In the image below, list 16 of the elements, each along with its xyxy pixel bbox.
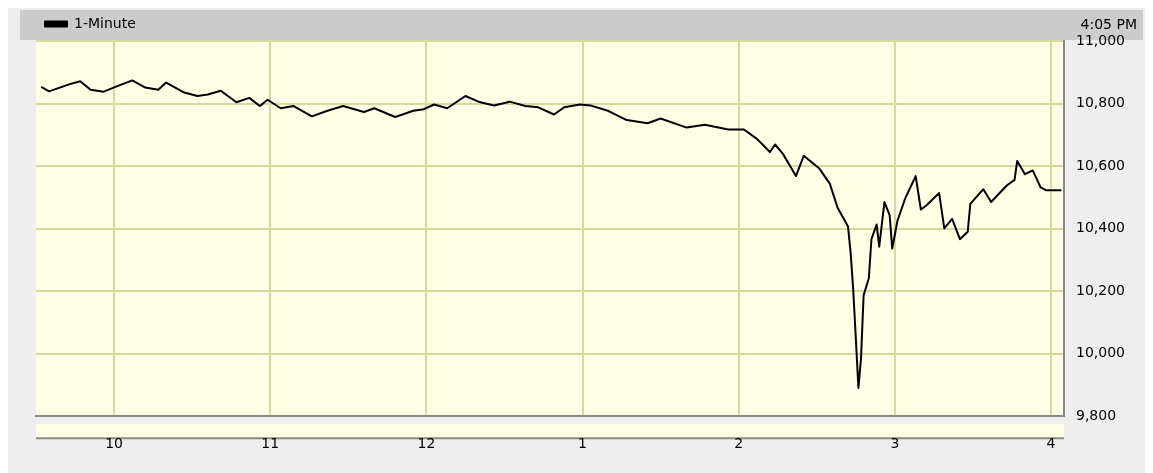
y-tick-label: 10,800	[1076, 94, 1126, 111]
x-tick-label: 11	[261, 435, 280, 452]
y-tick-label: 11,000	[1076, 31, 1126, 48]
legend-label: 1-Minute	[74, 14, 136, 31]
y-tick-label: 10,400	[1076, 219, 1126, 236]
x-tick-label: 4	[1046, 435, 1056, 452]
y-tick-label: 9,800	[1076, 406, 1117, 423]
y-tick-label: 10,000	[1076, 344, 1126, 361]
x-tick-label: 10	[105, 435, 123, 452]
x-tick-label: 1	[578, 435, 587, 452]
x-tick-label: 3	[890, 435, 900, 452]
y-tick-label: 10,200	[1076, 281, 1126, 298]
x-tick-label: 2	[734, 435, 744, 452]
text: 4:05 PM	[1080, 15, 1137, 32]
x-tick-label: 12	[417, 435, 436, 452]
y-tick-label: 10,600	[1076, 156, 1126, 173]
